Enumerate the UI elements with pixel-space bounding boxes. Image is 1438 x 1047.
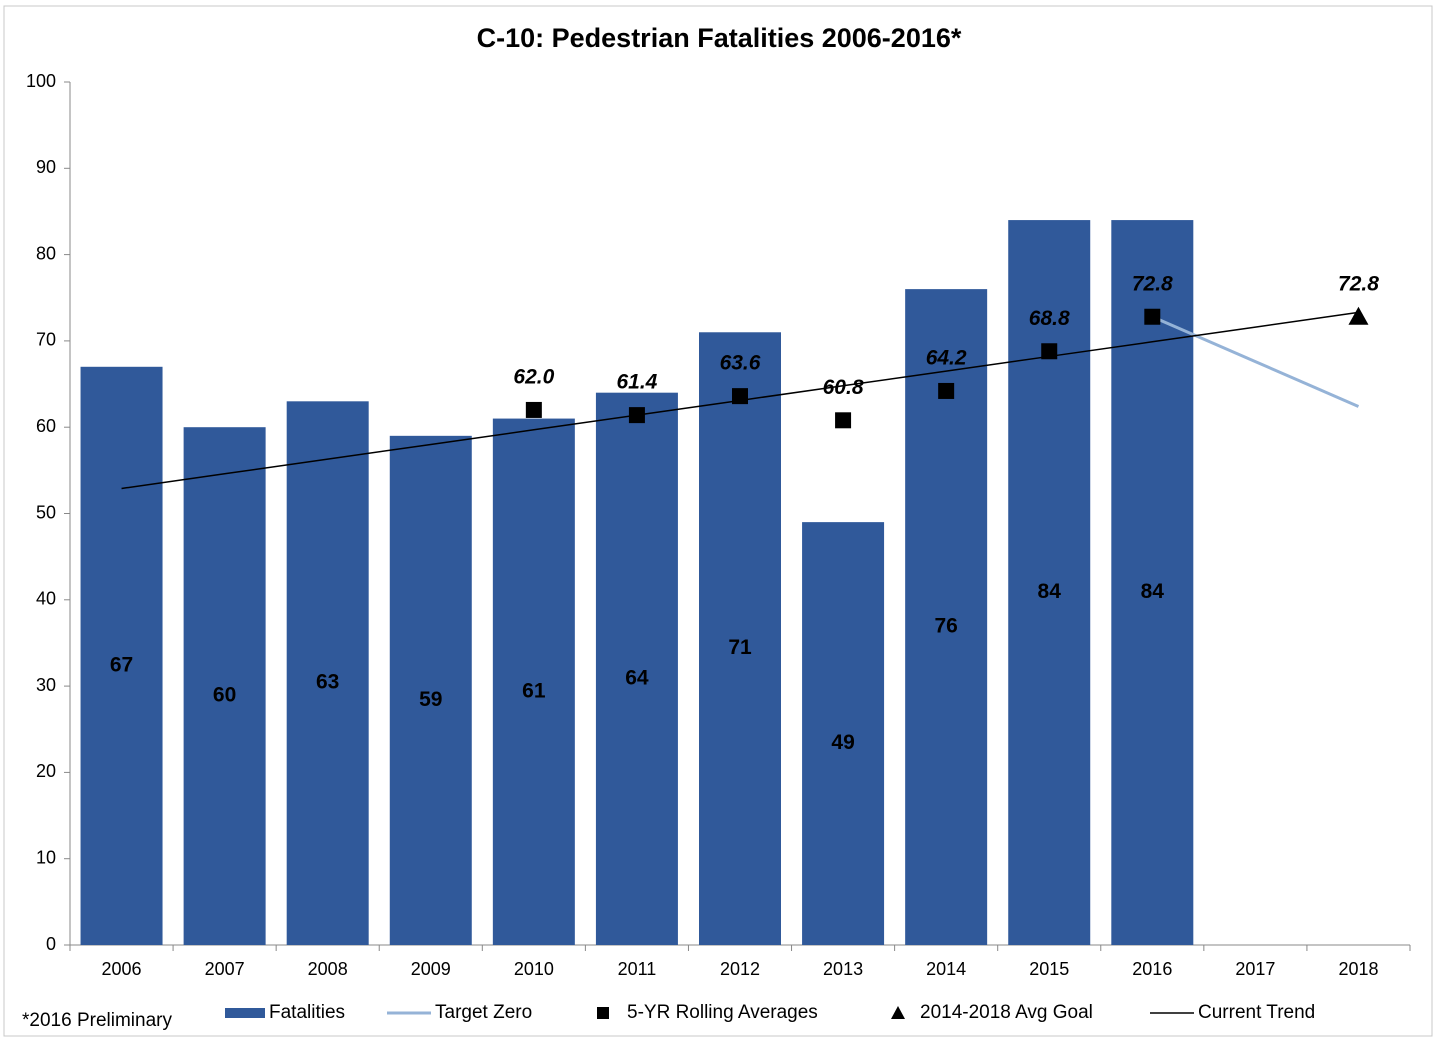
bar-label: 49 — [831, 731, 854, 754]
footnote: *2016 Preliminary — [22, 1010, 172, 1031]
bar — [1008, 220, 1091, 945]
bar-label: 64 — [625, 666, 649, 689]
legend-label: Target Zero — [435, 1002, 532, 1023]
legend-label: Current Trend — [1198, 1002, 1315, 1023]
y-tick-label: 100 — [26, 71, 56, 91]
x-tick-label: 2010 — [514, 959, 554, 979]
legend-swatch — [597, 1007, 609, 1019]
point-label: 63.6 — [720, 352, 761, 375]
point-label: 61.4 — [616, 371, 657, 394]
x-tick-label: 2016 — [1132, 959, 1172, 979]
y-tick-label: 20 — [36, 761, 56, 781]
bar-label: 60 — [213, 684, 236, 707]
x-tick-label: 2015 — [1029, 959, 1069, 979]
point-label: 72.8 — [1132, 272, 1173, 295]
point-label: 60.8 — [823, 376, 864, 399]
bar — [595, 392, 678, 945]
bar — [1111, 220, 1194, 945]
x-tick-label: 2011 — [618, 959, 657, 979]
bar — [286, 401, 369, 945]
triangle-marker — [1348, 306, 1369, 325]
y-tick-label: 10 — [36, 847, 56, 867]
bar — [80, 366, 163, 945]
legend-label: 2014-2018 Avg Goal — [920, 1002, 1093, 1023]
square-marker — [835, 412, 852, 429]
x-tick-label: 2006 — [102, 959, 142, 979]
point-label: 68.8 — [1029, 307, 1070, 330]
y-tick-label: 90 — [36, 157, 56, 177]
bar — [802, 522, 885, 945]
point-label: 62.0 — [513, 365, 554, 388]
x-tick-label: 2013 — [823, 959, 863, 979]
x-tick-label: 2014 — [926, 959, 966, 979]
y-tick-label: 50 — [36, 502, 56, 522]
x-tick-label: 2008 — [308, 959, 348, 979]
bar-label: 76 — [934, 615, 957, 638]
bar — [183, 427, 266, 945]
chart-title: C-10: Pedestrian Fatalities 2006-2016* — [477, 23, 962, 53]
x-tick-label: 2009 — [411, 959, 451, 979]
point-label: 64.2 — [926, 347, 967, 370]
y-tick-label: 0 — [46, 934, 56, 954]
square-marker — [938, 382, 955, 399]
y-tick-label: 30 — [36, 675, 56, 695]
legend-label: Fatalities — [269, 1002, 345, 1023]
bar-label: 63 — [316, 671, 339, 694]
bar — [492, 418, 575, 945]
bar — [389, 435, 472, 945]
y-tick-label: 40 — [36, 589, 56, 609]
bar-label: 84 — [1038, 580, 1062, 603]
x-tick-label: 2007 — [205, 959, 245, 979]
line — [1151, 315, 1360, 408]
square-marker — [1144, 308, 1161, 325]
point-label: 72.8 — [1338, 272, 1379, 295]
line — [121, 311, 1359, 490]
bar-label: 61 — [522, 679, 546, 702]
y-tick-label: 80 — [36, 243, 56, 263]
bar-label: 84 — [1141, 580, 1165, 603]
bar — [699, 332, 781, 945]
bar-label: 71 — [728, 636, 752, 659]
square-marker — [525, 401, 542, 418]
x-tick-label: 2017 — [1235, 959, 1275, 979]
x-tick-label: 2012 — [720, 959, 760, 979]
y-tick-label: 70 — [36, 330, 56, 350]
bar-label: 59 — [419, 688, 442, 711]
legend-label: 5-YR Rolling Averages — [627, 1002, 818, 1023]
y-tick-label: 60 — [36, 416, 56, 436]
x-tick-label: 2018 — [1338, 959, 1378, 979]
legend-swatch — [891, 1006, 905, 1019]
legend-swatch — [225, 1008, 265, 1018]
bar-label: 67 — [110, 653, 133, 676]
